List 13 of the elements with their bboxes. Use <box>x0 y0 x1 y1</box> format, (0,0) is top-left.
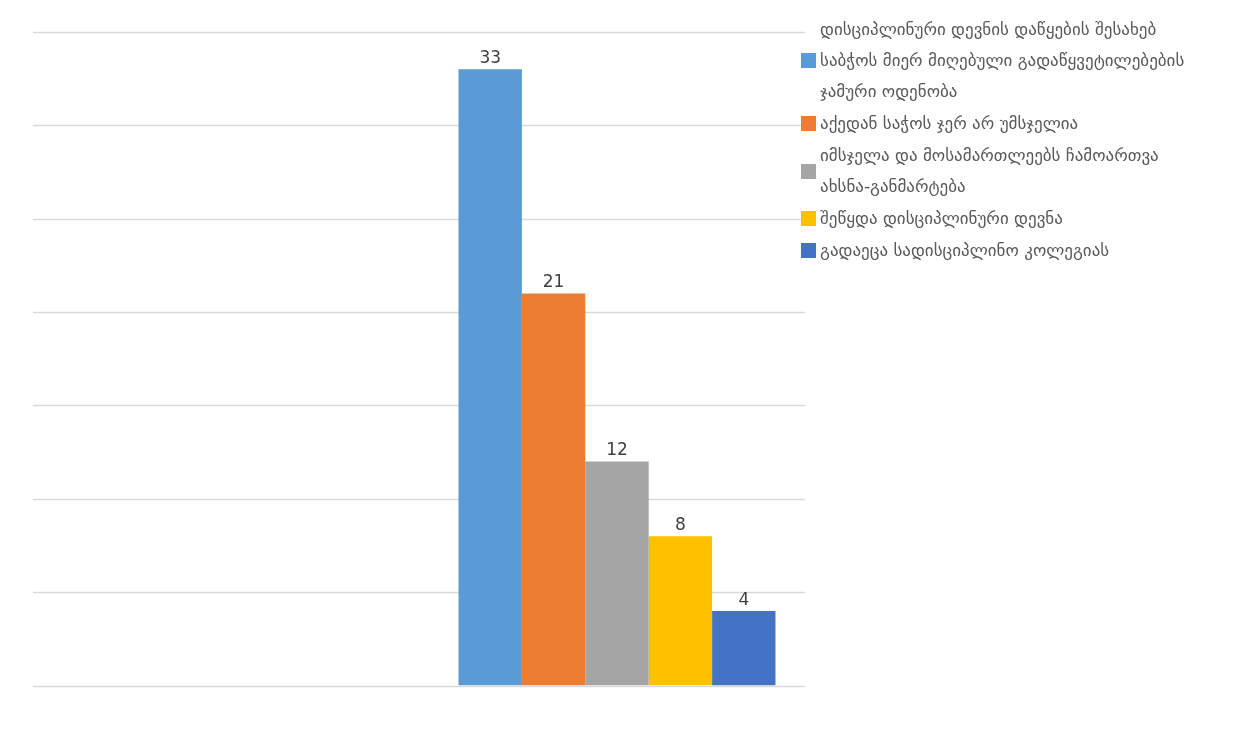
data-label: 8 <box>674 514 686 535</box>
data-label: 33 <box>479 47 502 68</box>
legend-label: შეწყდა დისციპლინური დევნა <box>820 207 1063 230</box>
data-label: 12 <box>606 439 628 460</box>
bar <box>585 461 649 686</box>
legend-label: აქედან საჭოს ჯერ არ უმსჯელია <box>820 112 1079 135</box>
data-label: 21 <box>542 271 565 292</box>
bar <box>458 69 522 686</box>
legend-label: გადაეცა სადისციპლინო კოლეგიას <box>820 239 1110 262</box>
bar <box>648 536 713 686</box>
data-label: 4 <box>738 588 750 609</box>
bar <box>712 610 776 686</box>
bar <box>521 293 586 686</box>
